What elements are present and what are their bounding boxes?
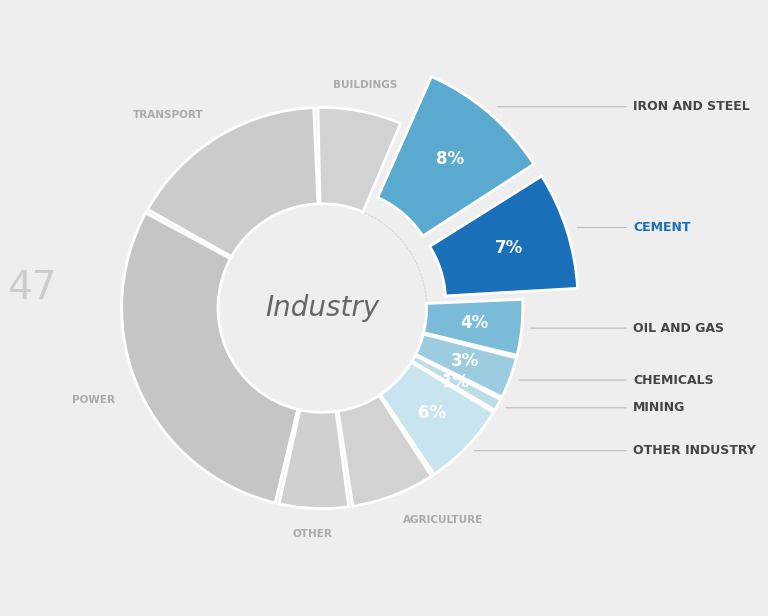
Wedge shape [380,362,493,474]
Wedge shape [280,410,349,509]
Text: OTHER INDUSTRY: OTHER INDUSTRY [633,444,756,457]
Wedge shape [338,395,432,506]
Wedge shape [412,355,501,410]
Text: CHEMICALS: CHEMICALS [633,373,713,386]
Text: TRANSPORT: TRANSPORT [134,110,204,120]
Text: BUILDINGS: BUILDINGS [333,81,397,91]
Text: POWER: POWER [72,395,115,405]
Wedge shape [318,107,401,212]
Text: 6%: 6% [419,404,446,423]
Wedge shape [147,108,318,257]
Wedge shape [429,176,578,296]
Wedge shape [415,334,516,397]
Text: IRON AND STEEL: IRON AND STEEL [633,100,750,113]
Text: 8%: 8% [436,150,464,168]
Text: AGRICULTURE: AGRICULTURE [403,515,483,525]
Text: CEMENT: CEMENT [633,221,690,234]
Text: OTHER: OTHER [293,529,333,540]
Text: OIL AND GAS: OIL AND GAS [633,322,724,334]
Text: 7%: 7% [495,239,524,257]
Wedge shape [424,299,523,355]
Text: Industry: Industry [265,294,379,322]
Text: 1%: 1% [442,373,470,391]
Wedge shape [121,213,298,503]
Text: MINING: MINING [633,401,686,415]
Text: 4%: 4% [460,314,488,332]
Wedge shape [378,76,534,236]
Text: 47: 47 [8,269,57,307]
Text: 3%: 3% [451,352,479,370]
